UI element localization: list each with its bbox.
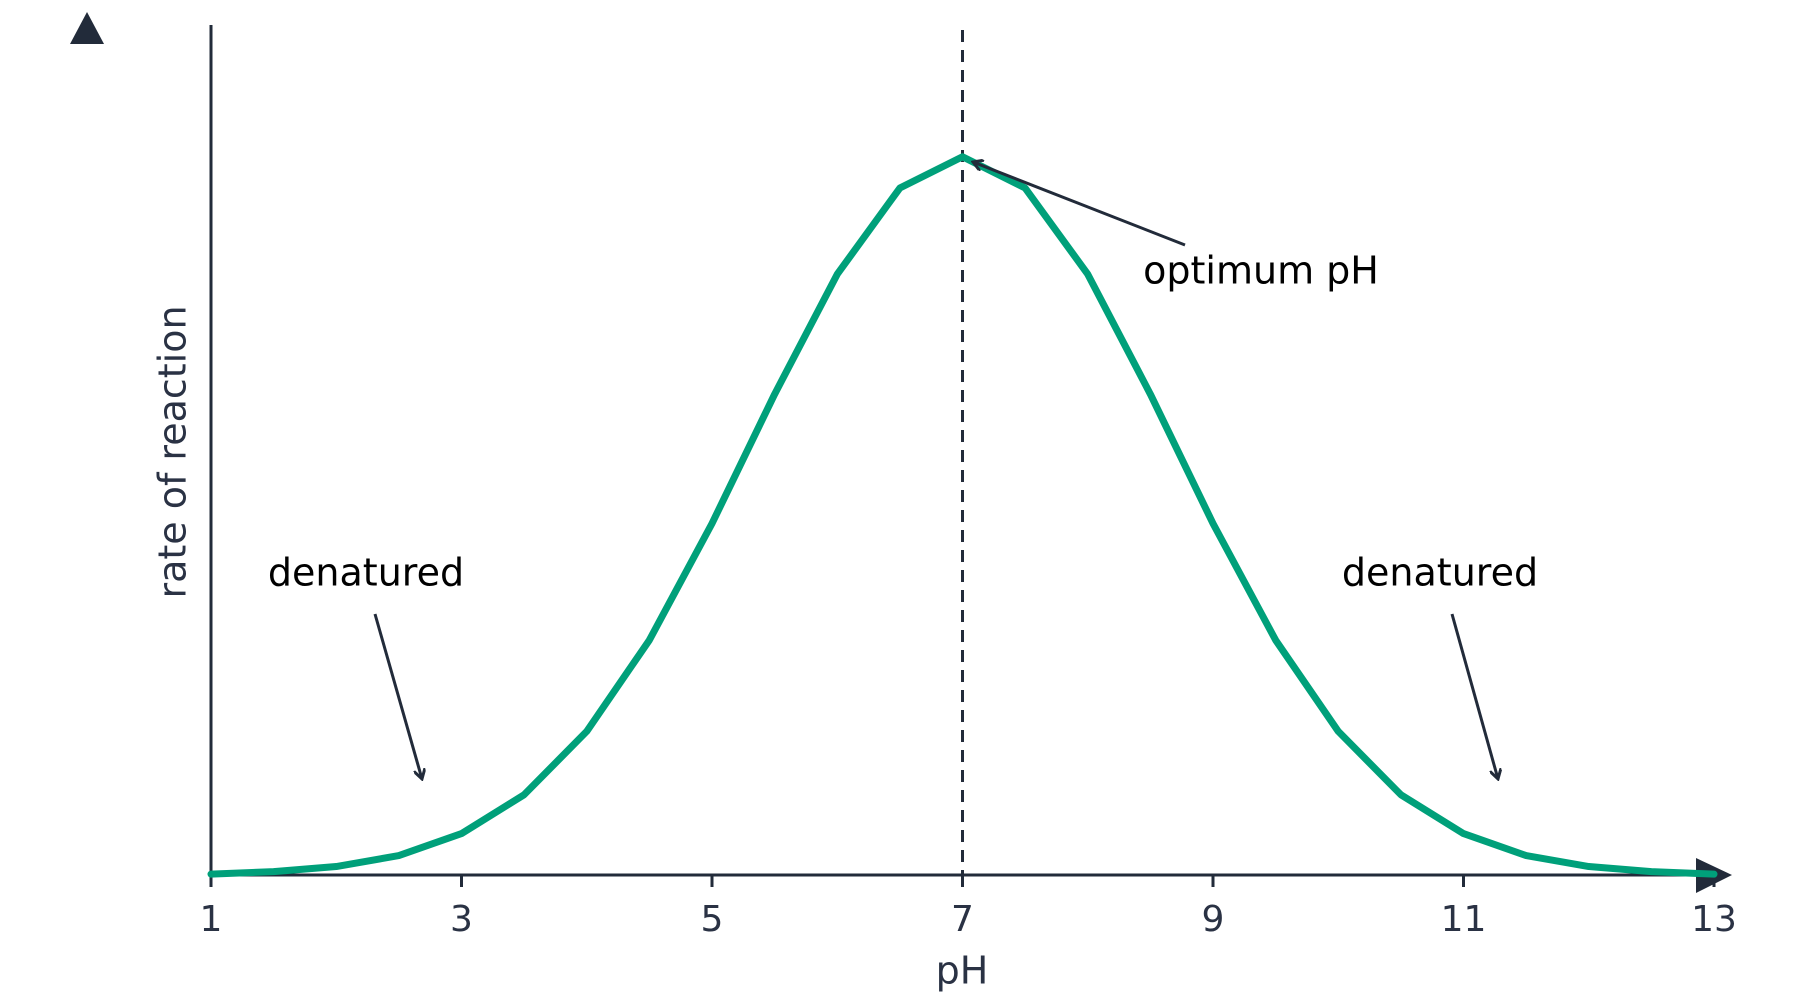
- annotation-arrow: [373, 613, 422, 779]
- x-tick-label: 1: [200, 899, 223, 940]
- annotation: denatured: [1342, 551, 1538, 595]
- annotation-arrow: [973, 162, 1186, 247]
- x-tick-label: 11: [1441, 899, 1487, 940]
- x-axis-title: pH: [936, 949, 989, 993]
- x-tick-label: 7: [951, 899, 974, 940]
- y-axis-marker: [70, 12, 104, 44]
- x-tick-label: 5: [701, 899, 724, 940]
- annotation: denatured: [268, 551, 464, 595]
- x-tick-label: 3: [450, 899, 473, 940]
- line-series: [207, 153, 1718, 878]
- x-tick-label: 9: [1202, 899, 1225, 940]
- plot-area: 1 3 5 7 9 11 13: [200, 30, 1737, 940]
- annotation-arrow: [1450, 613, 1498, 779]
- x-tick-label: 13: [1691, 899, 1737, 940]
- y-axis-title: rate of reaction: [151, 305, 195, 598]
- annotation: optimum pH: [1143, 249, 1379, 293]
